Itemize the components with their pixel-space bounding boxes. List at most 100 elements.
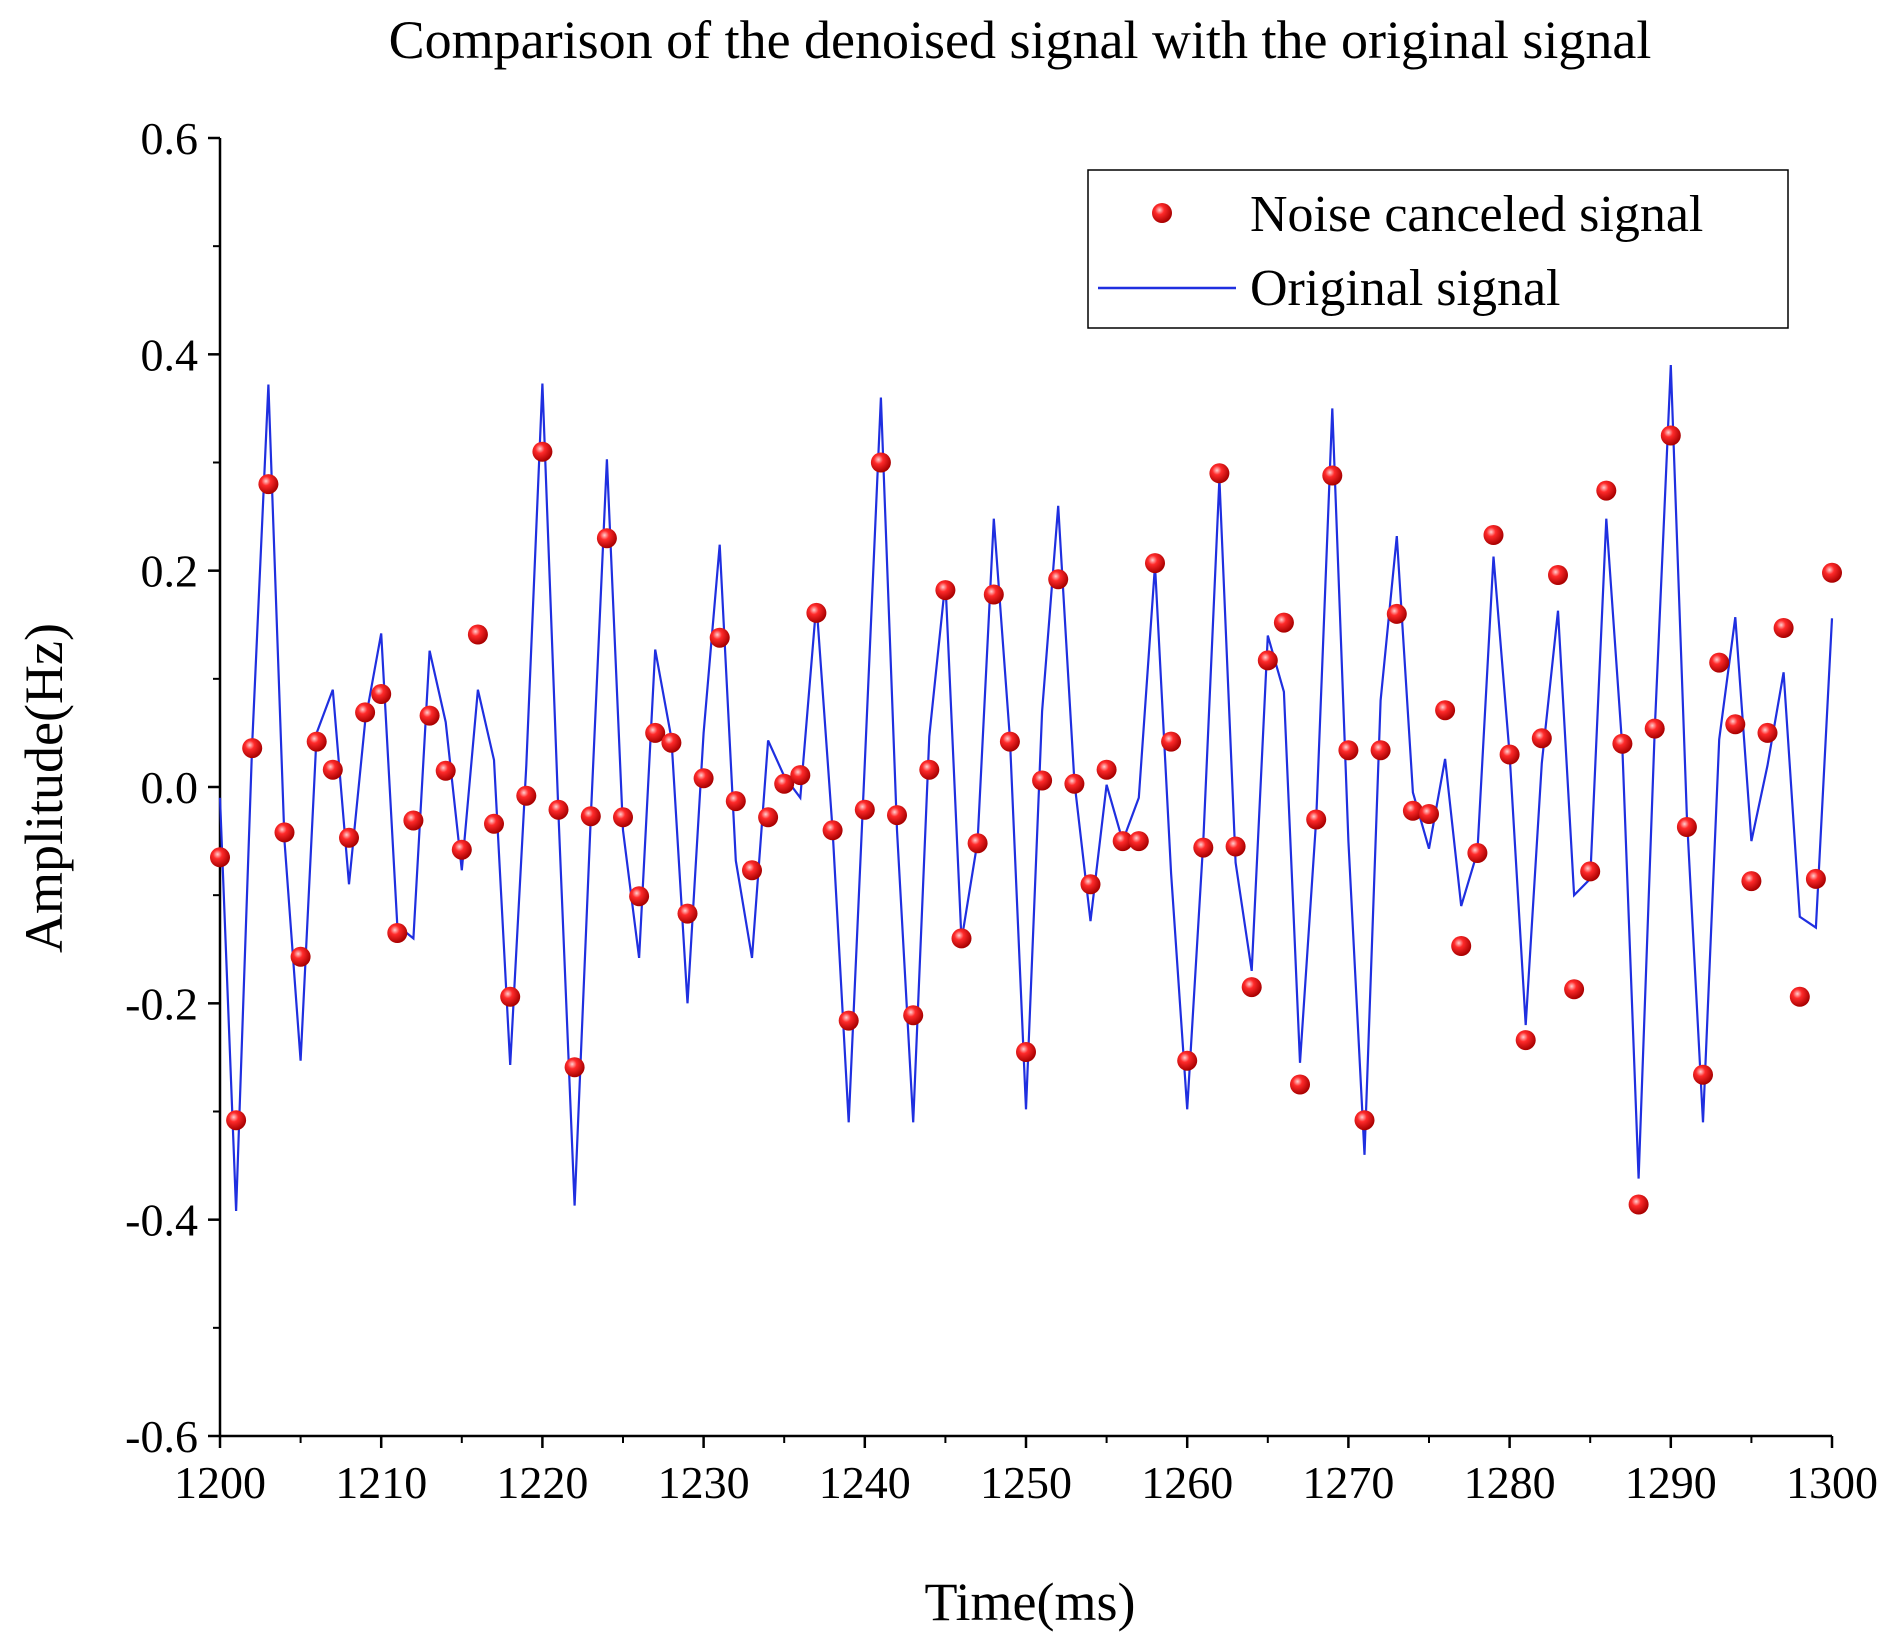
noise-canceled-point — [1273, 612, 1294, 633]
noise-canceled-point — [1306, 809, 1327, 830]
noise-canceled-point — [1628, 1194, 1649, 1215]
noise-canceled-point — [1064, 773, 1085, 794]
noise-canceled-point — [1580, 861, 1601, 882]
noise-canceled-point — [1676, 817, 1697, 837]
noise-canceled-point — [1016, 1042, 1036, 1062]
noise-canceled-point — [1370, 740, 1391, 761]
noise-canceled-point — [580, 806, 601, 827]
noise-canceled-point — [1112, 831, 1133, 852]
noise-canceled-point — [1822, 562, 1842, 583]
x-tick-label: 1290 — [1625, 1457, 1717, 1508]
noise-canceled-point — [1145, 553, 1165, 574]
noise-canceled-point — [1515, 1030, 1536, 1051]
x-axis-label: Time(ms) — [924, 1572, 1135, 1632]
x-tick-label: 1200 — [174, 1457, 266, 1508]
y-tick-label: 0.0 — [141, 762, 199, 813]
original-signal-line — [218, 365, 1834, 1212]
noise-canceled-point — [838, 1010, 859, 1031]
noise-canceled-point — [887, 805, 907, 826]
noise-canceled-point — [387, 923, 408, 943]
noise-canceled-point — [903, 1005, 924, 1026]
noise-canceled-point — [1354, 1110, 1375, 1131]
noise-canceled-point — [758, 807, 779, 828]
noise-canceled-point — [774, 773, 795, 794]
noise-canceled-point — [1048, 569, 1069, 590]
x-tick-label: 1270 — [1302, 1457, 1394, 1508]
noise-canceled-point — [661, 732, 682, 753]
noise-canceled-point — [1483, 525, 1504, 545]
noise-canceled-point — [1596, 480, 1617, 501]
axes: -0.6 -0.4 -0.2 0.0 0.2 0.4 0.6 1200 1210 1220 1230… — [125, 113, 1878, 1508]
noise-canceled-point — [1128, 831, 1149, 852]
noise-canceled-point — [1177, 1050, 1198, 1071]
noise-canceled-point — [419, 705, 440, 726]
y-tick-label: 0.4 — [141, 329, 199, 380]
noise-canceled-point — [629, 886, 650, 907]
noise-canceled-point — [870, 452, 891, 473]
noise-canceled-point — [983, 584, 1004, 605]
noise-canceled-point — [1386, 603, 1407, 624]
noise-canceled-point — [1564, 979, 1585, 1000]
noise-canceled-point — [290, 946, 311, 967]
y-tick-label: 0.6 — [141, 113, 199, 164]
noise-canceled-point — [1725, 714, 1746, 735]
noise-canceled-point — [306, 731, 327, 752]
x-tick-label: 1280 — [1464, 1457, 1556, 1508]
noise-canceled-point — [613, 807, 633, 828]
noise-canceled-point — [1789, 986, 1810, 1007]
noise-canceled-point — [806, 602, 827, 623]
noise-canceled-point — [1757, 722, 1778, 743]
noise-canceled-point — [967, 833, 988, 854]
noise-canceled-point — [1644, 718, 1665, 739]
y-tick-label: -0.2 — [125, 978, 198, 1029]
noise-canceled-point — [1225, 836, 1246, 857]
noise-canceled-point — [919, 759, 940, 780]
noise-canceled-point — [742, 860, 762, 881]
noise-canceled-point — [1773, 618, 1794, 638]
noise-canceled-point — [999, 731, 1020, 752]
noise-canceled-point — [1612, 733, 1633, 754]
y-tick-label: -0.6 — [125, 1411, 198, 1462]
legend-label-original: Original signal — [1250, 260, 1561, 317]
noise-canceled-point — [516, 785, 537, 806]
noise-canceled-point — [935, 580, 956, 601]
noise-canceled-point — [564, 1057, 585, 1078]
noise-canceled-point — [355, 702, 376, 723]
noise-canceled-point — [1499, 744, 1520, 765]
noise-canceled-point — [500, 986, 521, 1007]
noise-canceled-point — [1193, 837, 1214, 858]
noise-canceled-point — [548, 799, 569, 820]
noise-canceled-point — [1402, 800, 1423, 821]
noise-canceled-point — [1451, 936, 1472, 956]
noise-canceled-point — [1209, 463, 1230, 484]
noise-canceled-point — [709, 627, 730, 648]
y-axis-label: Amplitude(Hz) — [14, 623, 74, 953]
noise-canceled-point — [1290, 1074, 1310, 1095]
noise-canceled-point — [210, 847, 230, 868]
original-signal-series — [218, 365, 1834, 1212]
noise-canceled-point — [242, 738, 263, 759]
noise-canceled-point — [1161, 731, 1182, 752]
chart-title: Comparison of the denoised signal with t… — [389, 10, 1652, 70]
noise-canceled-series — [210, 425, 1842, 1215]
noise-canceled-point — [1531, 728, 1552, 749]
noise-canceled-point — [1322, 465, 1343, 486]
noise-canceled-point — [226, 1110, 247, 1131]
noise-canceled-point — [596, 528, 617, 549]
x-tick-label: 1230 — [658, 1457, 750, 1508]
x-tick-label: 1250 — [980, 1457, 1072, 1508]
noise-canceled-point — [725, 791, 746, 812]
noise-canceled-point — [322, 759, 343, 780]
x-tick-label: 1240 — [819, 1457, 911, 1508]
x-tick-label: 1300 — [1786, 1457, 1878, 1508]
noise-canceled-point — [1338, 740, 1359, 761]
noise-canceled-point — [1741, 871, 1762, 892]
noise-canceled-point — [1805, 868, 1826, 889]
noise-canceled-point — [1548, 565, 1568, 585]
noise-canceled-point — [1419, 804, 1439, 824]
y-tick-label: -0.4 — [125, 1195, 198, 1246]
noise-canceled-point — [1032, 770, 1053, 791]
noise-canceled-point — [484, 813, 504, 834]
legend-box — [1087, 169, 1789, 329]
